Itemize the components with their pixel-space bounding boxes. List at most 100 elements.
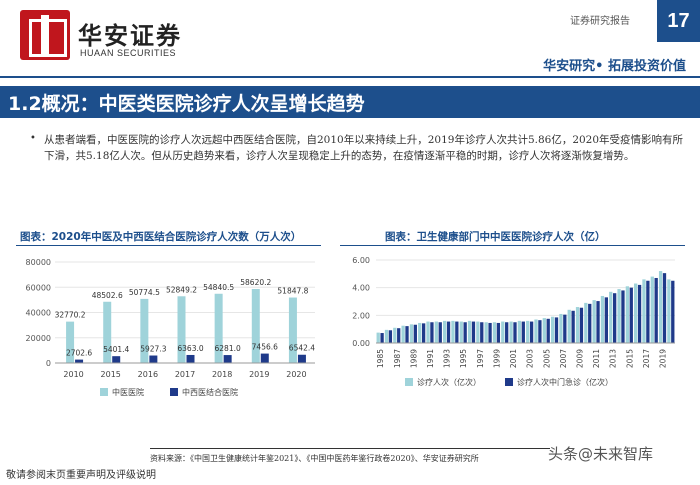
chart2-bar [388, 330, 393, 343]
chart2-bar [671, 280, 675, 343]
chart2-bar [617, 289, 621, 343]
chart2-bar [418, 322, 422, 343]
chart2-bar [505, 322, 509, 343]
source-divider [150, 448, 550, 449]
report-label: 证券研究报告 [570, 16, 630, 27]
chart2-bar [484, 322, 488, 343]
chart2-xtick-label: 2001 [509, 349, 518, 368]
chart2-xtick-label: 2017 [642, 349, 651, 368]
chart1-data-label: 7456.6 [252, 343, 278, 352]
chart2-bar [609, 291, 613, 343]
chart1-bar [297, 354, 306, 363]
chart2-bar [629, 287, 633, 343]
chart2-bar [662, 273, 667, 343]
chart1: 0 20000 40000 60000 80000 32770.2 2702.6 2010 48… [26, 258, 316, 397]
chart2-bar [446, 321, 451, 343]
chart1-data-label: 6542.4 [289, 344, 315, 353]
chart2-xtick-label: 1989 [409, 349, 418, 368]
logo-name-en: HUAAN SECURITIES [80, 48, 177, 58]
chart1-data-label: 5927.3 [140, 345, 166, 354]
chart2-bar [463, 322, 467, 343]
chart1-legend-label: 中医医院 [112, 387, 144, 397]
chart2-bar [654, 277, 658, 343]
chart2-bar [376, 332, 380, 343]
chart2-bar [579, 307, 584, 343]
chart2-bar [413, 324, 417, 343]
chart2-bar [426, 321, 430, 343]
chart1-ytick-label: 40000 [26, 309, 51, 318]
logo-name-cn: 华安证券 [78, 21, 182, 50]
chart1-xtick-label: 2017 [175, 370, 195, 379]
chart2-bar [393, 327, 397, 343]
chart2-ytick-label: 4.00 [352, 284, 370, 293]
section-title: 1.2概况：中医类医院诊疗人次呈增长趋势 [8, 93, 365, 115]
chart2-bar [534, 319, 538, 343]
chart1-data-label: 58620.2 [240, 278, 271, 287]
header-divider [0, 76, 700, 78]
chart2-xtick-label: 1993 [443, 349, 452, 368]
chart1-ytick-label: 20000 [26, 334, 51, 343]
chart2-bar [584, 302, 588, 343]
chart2-bar [513, 322, 517, 343]
chart1-ytick-label: 0 [46, 359, 51, 368]
chart2-bar [471, 321, 476, 343]
chart2-bar [380, 333, 384, 343]
chart1-bar [149, 355, 158, 363]
chart2-xtick-label: 1991 [426, 349, 435, 368]
chart2-bar [430, 322, 434, 343]
chart2-bar [637, 284, 642, 343]
chart2-xtick-label: 1997 [476, 349, 485, 368]
chart2-xtick-label: 2013 [609, 349, 618, 368]
chart2-bar [451, 320, 455, 343]
chart1-bar [112, 356, 121, 363]
chart2-xtick-label: 2007 [559, 349, 568, 368]
chart2-bar [521, 321, 525, 343]
chart2-bar [529, 321, 534, 343]
chart2-legend-swatch [505, 378, 513, 386]
chart2-bar [434, 321, 438, 343]
chart2-bar [658, 271, 663, 343]
chart1-bar [186, 354, 195, 363]
chart1-data-label: 54840.5 [203, 283, 234, 292]
chart2-xtick-label: 1999 [492, 349, 501, 368]
chart2-bar [554, 317, 559, 343]
chart2-bar [596, 301, 600, 343]
bullet-mark: • [30, 133, 36, 144]
chart2-bar [442, 320, 447, 343]
chart1-data-label: 5401.4 [103, 345, 129, 354]
chart1-ytick-label: 60000 [26, 283, 51, 292]
chart1-title: 图表：2020年中医及中西医结合医院诊疗人次数（万人次） [20, 231, 302, 243]
chart2-bar [571, 310, 575, 343]
page-number: 17 [657, 0, 700, 42]
chart2-bar [409, 324, 414, 343]
chart1-xtick-label: 2020 [286, 370, 306, 379]
chart1-bar [140, 298, 149, 363]
chart2-bar [592, 300, 596, 343]
chart1-bar [251, 288, 260, 363]
chart2-bar [496, 322, 501, 343]
logo-seal-icon [20, 10, 70, 60]
slogan: 华安研究• 拓展投资价值 [543, 59, 686, 74]
chart2-bar [559, 313, 563, 343]
chart2-bar [405, 326, 409, 343]
chart1-bar [177, 296, 186, 363]
company-logo: 华安证券 HUAAN SECURITIES [20, 10, 190, 64]
chart2-legend-swatch [405, 378, 413, 386]
chart1-data-label: 6363.0 [177, 344, 203, 353]
body-paragraph: 从患者端看，中医医院的诊疗人次远超中西医结合医院，自2010年以来持续上升，20… [44, 134, 684, 162]
chart2-bar [550, 316, 555, 343]
chart2-bar [459, 321, 463, 343]
chart2-bar [567, 309, 571, 343]
chart1-bar [260, 353, 269, 363]
chart1-xtick-label: 2010 [63, 370, 83, 379]
chart2-bar [476, 321, 480, 343]
chart1-legend-swatch [170, 388, 178, 396]
section-title-bar: 1.2概况：中医类医院诊疗人次呈增长趋势 [0, 86, 700, 118]
chart2-bar [480, 322, 484, 343]
chart1-bar [214, 293, 223, 363]
chart2-legend-label: 诊疗人次中门急诊（亿次） [517, 377, 613, 387]
chart1-bar [223, 355, 232, 363]
chart2-xtick-label: 2011 [592, 349, 601, 368]
chart2-xtick-label: 1985 [376, 349, 385, 368]
chart2-bar [538, 320, 542, 343]
